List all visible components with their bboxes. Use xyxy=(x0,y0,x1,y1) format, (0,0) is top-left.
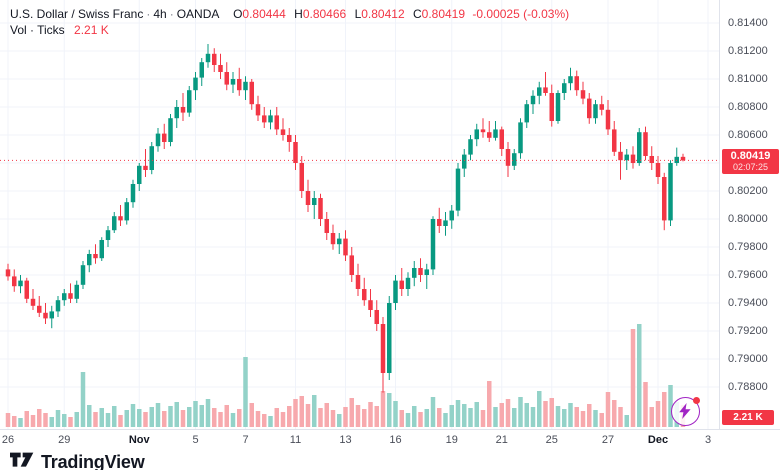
time-tick-label: 11 xyxy=(289,434,302,446)
volume-indicator-value: 2.21 K xyxy=(74,23,109,37)
time-tick-label: Dec xyxy=(647,434,669,446)
tradingview-wordmark: TradingView xyxy=(41,452,145,470)
notification-dot xyxy=(693,397,700,404)
price-tick-label: 0.79800 xyxy=(728,241,768,253)
indicator-row: Vol · Ticks 2.21 K xyxy=(10,22,569,38)
price-tick-label: 0.79400 xyxy=(728,297,768,309)
time-tick-label: 19 xyxy=(445,434,458,446)
price-tick-label: 0.80800 xyxy=(728,101,768,113)
change-value: -0.00025 (-0.03%) xyxy=(472,7,570,21)
candles-layer xyxy=(5,44,686,393)
time-tick-label: 27 xyxy=(601,434,615,446)
price-tick-label: 0.80200 xyxy=(728,185,768,197)
low-value: 0.80412 xyxy=(361,7,405,21)
close-label: C xyxy=(412,7,422,21)
tradingview-mark-icon xyxy=(10,452,34,467)
symbol-title[interactable]: U.S. Dollar / Swiss Franc xyxy=(10,7,144,21)
price-chart-canvas[interactable] xyxy=(0,0,719,429)
volume-value-badge: 2.21 K xyxy=(722,410,774,425)
price-axis[interactable]: 0.80419 02:07:25 2.21 K 0.81400 0.81200 0.… xyxy=(719,0,780,429)
high-label: H xyxy=(294,7,303,21)
separator: · xyxy=(169,7,174,21)
time-tick-label: 5 xyxy=(192,434,199,446)
ohlc-values: O0.80444 H0.80466 L0.80412 C0.80419 -0.0… xyxy=(228,7,569,21)
price-tick-label: 0.79200 xyxy=(728,325,768,337)
time-axis[interactable]: 26 29 Nov 5 7 11 13 16 19 21 25 27 Dec 3 xyxy=(0,429,780,451)
volume-indicator-label[interactable]: Vol · Ticks xyxy=(10,23,65,37)
price-tick-label: 0.79600 xyxy=(728,269,768,281)
price-tick-label: 0.80000 xyxy=(728,213,768,225)
chart-pane[interactable] xyxy=(0,0,719,429)
price-tick-label: 0.78800 xyxy=(728,381,768,393)
last-price-value: 0.80419 xyxy=(730,150,771,163)
symbol-row: U.S. Dollar / Swiss Franc · 4h · OANDA O0.80… xyxy=(10,6,569,22)
time-tick-label: 21 xyxy=(495,434,508,446)
open-label: O xyxy=(233,7,243,21)
time-tick-label: 3 xyxy=(704,434,712,446)
open-value: 0.80444 xyxy=(242,7,286,21)
price-tick-label: 0.81200 xyxy=(728,45,768,57)
time-tick-label: 26 xyxy=(1,434,15,446)
time-tick-label: 29 xyxy=(58,434,71,446)
last-price-badge: 0.80419 02:07:25 xyxy=(722,149,779,175)
price-tick-label: 0.80600 xyxy=(728,129,768,141)
bar-countdown: 02:07:25 xyxy=(732,162,769,173)
separator: · xyxy=(146,7,151,21)
time-tick-label: Nov xyxy=(128,434,150,446)
close-value: 0.80419 xyxy=(421,7,466,21)
price-tick-label: 0.79000 xyxy=(728,353,768,365)
grid-layer xyxy=(0,0,719,429)
tradingview-logo[interactable]: TradingView xyxy=(10,452,145,470)
spark-button[interactable] xyxy=(671,397,701,427)
volume-bars-layer xyxy=(5,324,686,427)
price-tick-label: 0.81000 xyxy=(728,73,768,85)
time-tick-label: 13 xyxy=(339,434,352,446)
exchange-label[interactable]: OANDA xyxy=(176,7,219,21)
interval-label[interactable]: 4h xyxy=(153,7,167,21)
low-label: L xyxy=(354,7,362,21)
time-tick-label: 25 xyxy=(545,434,558,446)
time-tick-label: 16 xyxy=(389,434,402,446)
chart-legend: U.S. Dollar / Swiss Franc · 4h · OANDA O0.80… xyxy=(10,6,569,38)
time-tick-label: 7 xyxy=(242,434,249,446)
high-value: 0.80466 xyxy=(302,7,347,21)
price-tick-label: 0.81400 xyxy=(728,17,768,29)
lightning-icon xyxy=(679,403,691,419)
